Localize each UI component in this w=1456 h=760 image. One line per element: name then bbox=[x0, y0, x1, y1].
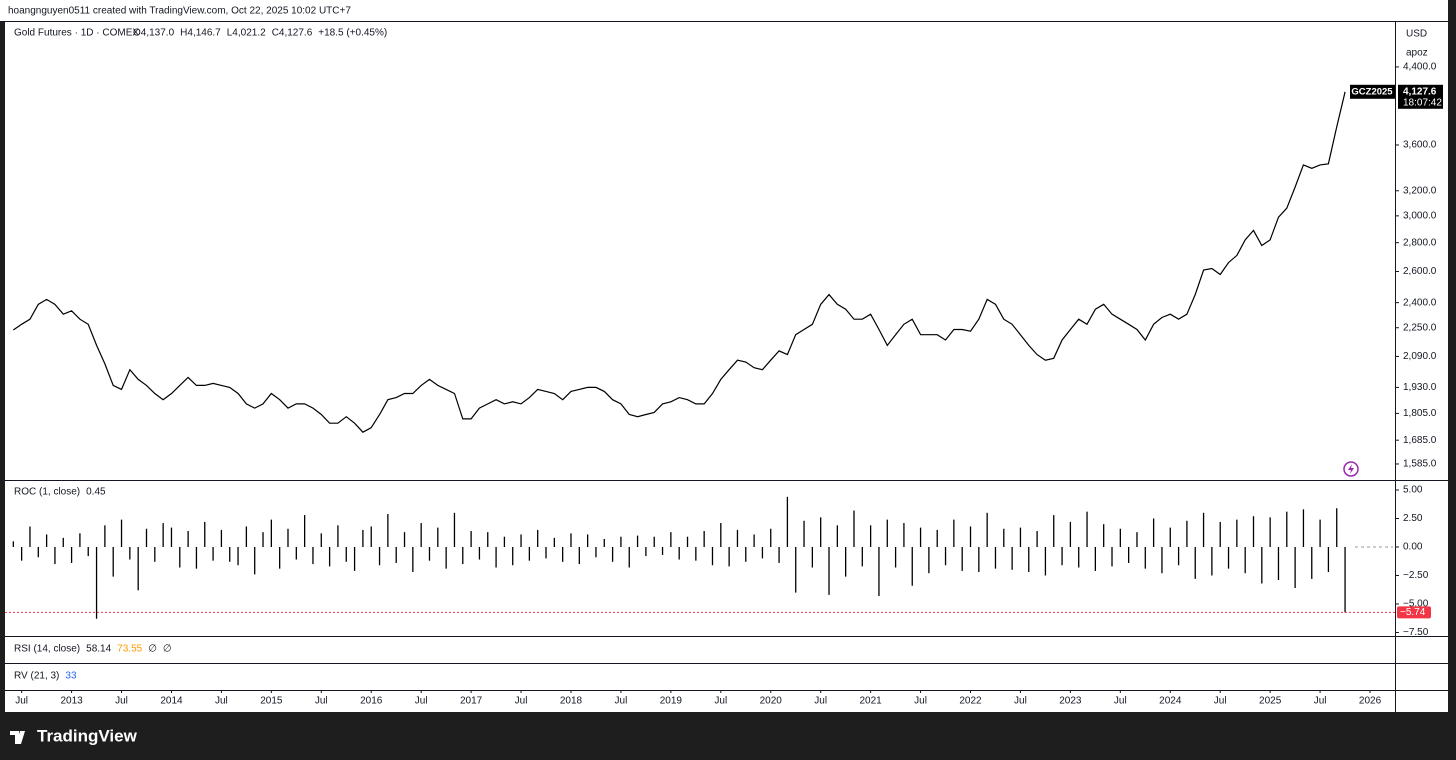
x-tick-label: 2019 bbox=[660, 696, 683, 707]
pane-value: 58.14 bbox=[86, 644, 111, 655]
x-tick-label: 2026 bbox=[1359, 696, 1382, 707]
pane-value: ∅ bbox=[148, 644, 157, 655]
x-tick-label: Jul bbox=[714, 696, 727, 707]
x-tick-label: 2025 bbox=[1259, 696, 1282, 707]
y-tick-label: 1,930.0 bbox=[1403, 382, 1437, 393]
y-tick-label: 2,800.0 bbox=[1403, 237, 1437, 248]
legend-value: +18.5 (+0.45%) bbox=[318, 28, 387, 39]
x-tick-label: Jul bbox=[914, 696, 927, 707]
x-tick-label: Jul bbox=[1114, 696, 1127, 707]
x-tick-label: 2020 bbox=[760, 696, 783, 707]
canvas-bg bbox=[0, 0, 1456, 712]
last-price-bg bbox=[1398, 84, 1443, 109]
price-plot bbox=[12, 91, 1346, 433]
pane-title: RV (21, 3) bbox=[14, 671, 59, 682]
y-tick-label: 1,685.0 bbox=[1403, 435, 1437, 446]
x-tick-label: 2013 bbox=[60, 696, 83, 707]
y-tick-label: 2,090.0 bbox=[1403, 351, 1437, 362]
x-tick-label: Jul bbox=[515, 696, 528, 707]
x-tick-label: Jul bbox=[315, 696, 328, 707]
legend-title: Gold Futures · 1D · COMEX bbox=[14, 28, 139, 39]
left-frame bbox=[0, 22, 5, 712]
pane-title: RSI (14, close) bbox=[14, 644, 80, 655]
footer-bg bbox=[0, 712, 1456, 760]
legend-value: L4,021.2 bbox=[227, 28, 266, 39]
y-tick-label: −7.50 bbox=[1403, 627, 1429, 638]
x-tick-label: 2021 bbox=[860, 696, 883, 707]
symbol-tag: GCZ2025 bbox=[1351, 86, 1393, 97]
price-line bbox=[12, 91, 1346, 433]
currency: USD bbox=[1406, 29, 1427, 40]
x-tick-label: Jul bbox=[814, 696, 827, 707]
x-tick-label: Jul bbox=[615, 696, 628, 707]
symbol-tag-bg bbox=[1350, 84, 1395, 99]
y-tick-label: 0.00 bbox=[1403, 542, 1423, 553]
legend-title: ROC (1, close) bbox=[14, 487, 80, 498]
y-tick-label: 3,200.0 bbox=[1403, 185, 1437, 196]
header-bg bbox=[0, 0, 1456, 22]
y-tick-label: 5.00 bbox=[1403, 485, 1423, 496]
x-tick-label: Jul bbox=[415, 696, 428, 707]
legend-value: C4,127.6 bbox=[272, 28, 313, 39]
y-tick-label: −5.00 bbox=[1403, 599, 1429, 610]
footer-brand: TradingView bbox=[37, 726, 138, 745]
x-tick-label: Jul bbox=[1314, 696, 1327, 707]
x-tick-label: 2022 bbox=[959, 696, 982, 707]
x-tick-label: Jul bbox=[115, 696, 128, 707]
y-tick-label: −2.50 bbox=[1403, 570, 1429, 581]
legend-value: H4,146.7 bbox=[180, 28, 221, 39]
x-tick-label: 2023 bbox=[1059, 696, 1082, 707]
pane-value: 33 bbox=[65, 671, 77, 682]
countdown: 18:07:42 bbox=[1403, 97, 1442, 108]
hline-label-bg bbox=[1397, 606, 1431, 619]
legend-value: 0.45 bbox=[86, 487, 106, 498]
x-tick-label: 2017 bbox=[460, 696, 483, 707]
roc-plot bbox=[12, 496, 1346, 619]
pane-value: 73.55 bbox=[117, 644, 142, 655]
pane-value: ∅ bbox=[163, 644, 172, 655]
flash-bolt bbox=[1348, 464, 1354, 474]
x-tick-label: Jul bbox=[1014, 696, 1027, 707]
y-tick-label: 3,000.0 bbox=[1403, 211, 1437, 222]
x-tick-label: Jul bbox=[1214, 696, 1227, 707]
x-tick-label: 2018 bbox=[560, 696, 583, 707]
y-tick-label: 2,600.0 bbox=[1403, 266, 1437, 277]
y-tick-label: 2,400.0 bbox=[1403, 297, 1437, 308]
x-tick-label: 2024 bbox=[1159, 696, 1182, 707]
x-tick-label: 2014 bbox=[160, 696, 183, 707]
hline-label: −5.74 bbox=[1400, 607, 1426, 618]
header-caption: hoangnguyen0511 created with TradingView… bbox=[8, 6, 351, 17]
logo-mark bbox=[10, 731, 25, 744]
legend-value: O4,137.0 bbox=[133, 28, 175, 39]
y-tick-label: 1,585.0 bbox=[1403, 459, 1437, 470]
y-tick-label: 4,400.0 bbox=[1403, 62, 1437, 73]
right-frame bbox=[1448, 0, 1456, 712]
flash-circle bbox=[1343, 461, 1359, 477]
last-price: 4,127.6 bbox=[1403, 86, 1437, 97]
flash-icon bbox=[1343, 461, 1359, 477]
x-tick-label: 2016 bbox=[360, 696, 383, 707]
y-tick-label: 2,250.0 bbox=[1403, 322, 1437, 333]
x-tick-label: Jul bbox=[215, 696, 228, 707]
x-tick-label: 2015 bbox=[260, 696, 283, 707]
y-tick-label: 1,805.0 bbox=[1403, 408, 1437, 419]
unit: apoz bbox=[1406, 48, 1428, 59]
x-tick-label: Jul bbox=[15, 696, 28, 707]
logo bbox=[10, 731, 25, 744]
y-tick-label: 3,600.0 bbox=[1403, 140, 1437, 151]
y-tick-label: 2.50 bbox=[1403, 513, 1423, 524]
